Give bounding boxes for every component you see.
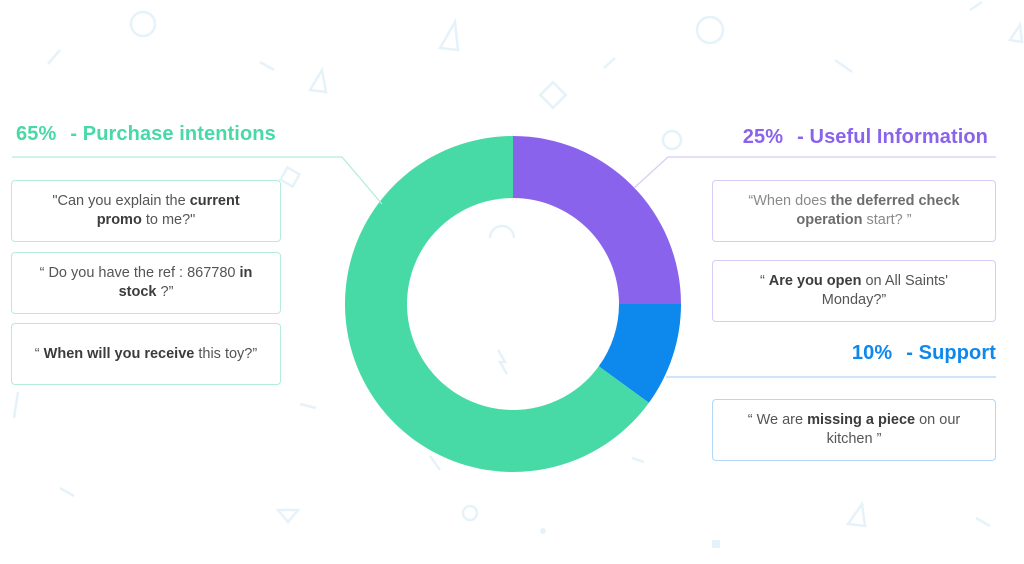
quote-run: ?” (156, 284, 174, 300)
heading-support: 10% - Support (852, 342, 996, 365)
decor-triangle (845, 500, 867, 528)
decor-dot (712, 540, 720, 548)
decor-line (12, 391, 20, 419)
decor-square (278, 165, 302, 189)
quote-box-purchase-3: “ When will you receive this toy?” (11, 323, 281, 385)
quote-emphasis: current promo (96, 193, 240, 228)
quote-text: "Can you explain the current promo to me… (34, 192, 258, 230)
donut-slice-support (598, 304, 681, 403)
decor-triangle (1007, 21, 1024, 44)
percent-purchase: 65% (16, 123, 57, 145)
decor-line (631, 456, 645, 464)
quote-text: “ When will you receive this toy?” (35, 345, 257, 364)
decor-dot (540, 528, 546, 534)
quote-run: to me?" (141, 212, 196, 228)
quote-emphasis: the deferred check operation (796, 193, 960, 228)
label-support: - Support (906, 342, 996, 364)
quote-run: “ (34, 345, 44, 362)
decor-line (428, 455, 442, 471)
quote-run: “When does (748, 193, 831, 209)
quote-run: “ (759, 273, 769, 289)
connector-purchase (12, 156, 383, 205)
decor-line (299, 402, 317, 410)
decor-line (47, 49, 61, 65)
quote-run: "Can you explain the (52, 193, 190, 209)
quote-text: “ We are missing a piece on our kitchen … (735, 411, 973, 449)
decor-arc (488, 224, 516, 239)
decor-circle (695, 15, 725, 45)
quote-run: “ Do you have the ref : 867780 (39, 265, 240, 281)
quote-box-useful-1: “When does the deferred check operation … (712, 180, 996, 242)
percent-support: 10% (851, 342, 893, 364)
quote-emphasis: in stock (118, 265, 253, 300)
decor-circle (461, 504, 479, 522)
quote-run: on All Saints' Monday?” (821, 273, 949, 308)
decor-triangle (437, 18, 460, 52)
decor-triangle (275, 508, 301, 524)
decor-line (59, 486, 75, 498)
decor-triangle (307, 66, 328, 94)
quote-box-useful-2: “ Are you open on All Saints' Monday?” (712, 260, 996, 322)
donut-slice-purchase-intentions (344, 136, 649, 473)
decor-line (259, 60, 275, 72)
decor-line (834, 58, 853, 74)
quote-run: start? ” (862, 212, 912, 228)
heading-purchase-intentions: 65% - Purchase intentions (16, 123, 276, 146)
quote-emphasis: Are you open (768, 273, 862, 289)
donut-slice-useful-information (513, 136, 681, 304)
quote-text: “ Do you have the ref : 867780 in stock … (34, 264, 258, 302)
quote-box-purchase-1: "Can you explain the current promo to me… (11, 180, 281, 242)
quote-run: this toy?” (194, 345, 258, 362)
decor-circle (661, 129, 683, 151)
decor-line (975, 516, 991, 528)
quote-run: “ We are (747, 412, 808, 428)
decor-line (496, 349, 509, 375)
label-purchase: - Purchase intentions (70, 123, 276, 145)
quote-emphasis: missing a piece (807, 412, 916, 428)
quote-box-purchase-2: “ Do you have the ref : 867780 in stock … (11, 252, 281, 314)
connector-useful (633, 156, 996, 189)
quote-run: on our kitchen ” (826, 412, 961, 447)
quote-emphasis: When will you receive (43, 345, 195, 362)
decor-line (969, 0, 983, 12)
heading-useful-information: 25% - Useful Information (743, 126, 988, 149)
decor-square (538, 80, 568, 110)
decor-circle (129, 10, 157, 38)
quote-box-support-1: “ We are missing a piece on our kitchen … (712, 399, 996, 461)
decor-line (603, 57, 616, 69)
quote-text: “When does the deferred check operation … (735, 192, 973, 230)
label-useful: - Useful Information (797, 126, 988, 148)
quote-text: “ Are you open on All Saints' Monday?” (735, 272, 973, 310)
percent-useful: 25% (742, 126, 784, 148)
